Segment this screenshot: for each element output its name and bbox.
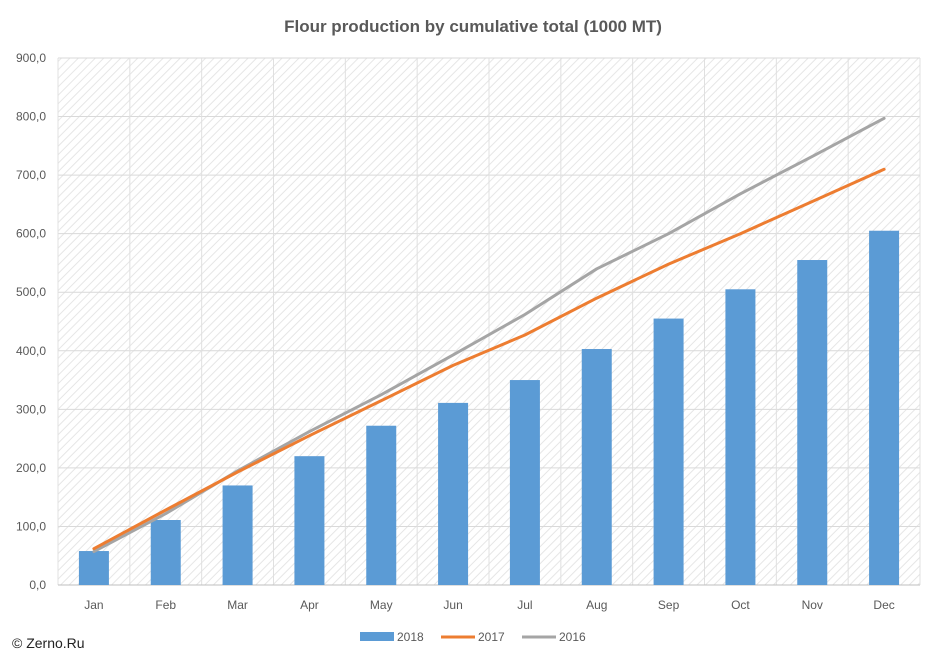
line-series-2017 xyxy=(92,167,886,551)
y-tick-label: 700,0 xyxy=(16,168,46,182)
legend-swatch-2018 xyxy=(360,632,394,641)
legend-label-2016: 2016 xyxy=(559,630,586,644)
y-tick-label: 600,0 xyxy=(16,227,46,241)
x-tick-label-jan: Jan xyxy=(84,598,103,612)
x-tick-label-aug: Aug xyxy=(586,598,607,612)
x-tick-label-apr: Apr xyxy=(300,598,319,612)
bar-2018-jan xyxy=(78,551,109,585)
bar-2018-dec xyxy=(869,230,900,585)
y-tick-label: 300,0 xyxy=(16,402,46,416)
y-tick-label: 200,0 xyxy=(16,461,46,475)
bar-series-2018 xyxy=(78,230,900,585)
bar-2018-feb xyxy=(150,520,181,585)
chart-title: Flour production by cumulative total (10… xyxy=(284,17,662,36)
legend-label-2017: 2017 xyxy=(478,630,505,644)
gridlines xyxy=(57,57,921,586)
line-series xyxy=(92,116,886,554)
x-tick-label-jun: Jun xyxy=(443,598,462,612)
bar-2018-aug xyxy=(581,349,612,585)
y-tick-label: 400,0 xyxy=(16,344,46,358)
legend-label-2018: 2018 xyxy=(397,630,424,644)
bar-2018-jun xyxy=(438,402,469,585)
y-tick-label: 100,0 xyxy=(16,519,46,533)
bar-2018-jul xyxy=(509,380,540,585)
bar-2018-mar xyxy=(222,485,253,585)
y-axis-tick-labels: 0,0 100,0 200,0 300,0 400,0 500,0 600,0 700,0 80… xyxy=(16,51,46,592)
y-tick-label: 800,0 xyxy=(16,110,46,124)
x-tick-label-may: May xyxy=(370,598,393,612)
x-tick-label-sep: Sep xyxy=(658,598,680,612)
x-tick-label-jul: Jul xyxy=(517,598,532,612)
bar-2018-oct xyxy=(725,289,756,585)
credit-text: © Zerno.Ru xyxy=(12,635,85,651)
bar-2018-nov xyxy=(797,260,828,585)
x-tick-label-mar: Mar xyxy=(227,598,248,612)
legend: 2018 2017 2016 xyxy=(360,630,586,644)
bar-2018-sep xyxy=(653,318,684,585)
y-tick-label: 500,0 xyxy=(16,285,46,299)
bar-2018-apr xyxy=(294,456,325,585)
x-tick-label-feb: Feb xyxy=(155,598,176,612)
x-tick-label-nov: Nov xyxy=(802,598,823,612)
y-tick-label: 0,0 xyxy=(29,578,46,592)
x-tick-label-dec: Dec xyxy=(873,598,894,612)
y-tick-label: 900,0 xyxy=(16,51,46,65)
x-axis-tick-labels: Jan Feb Mar Apr May Jun Jul Aug Sep Oct Nov Dec xyxy=(84,598,895,612)
bar-2018-may xyxy=(366,425,397,585)
x-tick-label-oct: Oct xyxy=(731,598,750,612)
